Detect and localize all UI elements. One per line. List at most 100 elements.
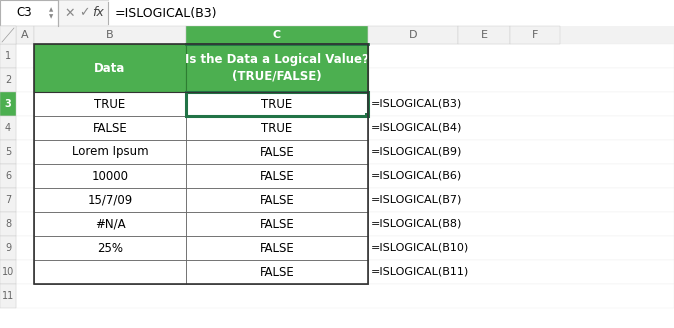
Text: =ISLOGICAL(B3): =ISLOGICAL(B3) [115,7,218,19]
Bar [34,92,186,116]
Text: =ISLOGICAL(B6): =ISLOGICAL(B6) [371,171,462,181]
Bar [186,212,368,236]
Text: ▲: ▲ [49,7,53,12]
Text: =ISLOGICAL(B4): =ISLOGICAL(B4) [371,123,462,133]
Text: =ISLOGICAL(B3): =ISLOGICAL(B3) [371,99,462,109]
Bar [0,0,674,26]
Bar [16,164,674,188]
Text: 3: 3 [5,99,11,109]
Bar [0,26,16,44]
Bar [109,0,674,26]
Bar [16,44,674,68]
Text: fx: fx [92,7,104,19]
Text: F: F [532,30,538,40]
Text: 1: 1 [5,51,11,61]
Text: FALSE: FALSE [92,121,127,134]
Bar [0,260,16,284]
Text: 7: 7 [5,195,11,205]
Bar [34,236,186,260]
Bar [16,68,674,92]
Text: B: B [106,30,114,40]
Text: 6: 6 [5,171,11,181]
Text: =ISLOGICAL(B11): =ISLOGICAL(B11) [371,267,469,277]
Bar [0,0,58,26]
Text: FALSE: FALSE [259,217,295,231]
Bar [34,260,186,284]
Bar [0,44,16,68]
Text: =ISLOGICAL(B9): =ISLOGICAL(B9) [371,147,462,157]
Bar [0,116,16,140]
Bar [0,26,16,44]
Text: TRUE: TRUE [262,121,293,134]
Text: D: D [408,30,417,40]
Text: FALSE: FALSE [259,170,295,182]
Bar [186,260,368,284]
Bar [16,92,674,116]
Bar [34,44,368,284]
Bar [458,26,510,44]
Bar [510,26,560,44]
Text: ✕: ✕ [65,7,75,19]
Bar [0,236,16,260]
Text: 11: 11 [2,291,14,301]
Bar [16,26,34,44]
Text: =ISLOGICAL(B10): =ISLOGICAL(B10) [371,243,469,253]
Text: ✓: ✓ [79,7,89,19]
Text: 2: 2 [5,75,11,85]
Text: E: E [481,30,487,40]
Bar [186,92,368,116]
Text: Data: Data [94,62,125,74]
Text: Lorem Ipsum: Lorem Ipsum [71,146,148,158]
Bar [34,116,186,140]
Text: =ISLOGICAL(B8): =ISLOGICAL(B8) [371,219,462,229]
Text: 4: 4 [5,123,11,133]
Text: 10000: 10000 [92,170,129,182]
Bar [186,188,368,212]
Text: 5: 5 [5,147,11,157]
Text: Is the Data a Logical Value?
(TRUE/FALSE): Is the Data a Logical Value? (TRUE/FALSE… [185,53,369,83]
Text: #N/A: #N/A [94,217,125,231]
Text: C: C [273,30,281,40]
Bar [0,92,16,116]
Bar [0,68,16,92]
Bar [365,113,369,117]
Text: ▼: ▼ [49,14,53,19]
Bar [34,26,186,44]
Text: A: A [21,30,29,40]
Bar [0,212,16,236]
Text: FALSE: FALSE [259,241,295,255]
Bar [186,26,368,44]
Bar [186,92,368,116]
Text: =ISLOGICAL(B7): =ISLOGICAL(B7) [371,195,462,205]
Text: 25%: 25% [97,241,123,255]
Bar [186,116,368,140]
Text: 8: 8 [5,219,11,229]
Bar [34,188,186,212]
Text: TRUE: TRUE [94,97,125,111]
Bar [186,44,368,92]
Text: FALSE: FALSE [259,265,295,278]
Bar [368,26,458,44]
Bar [0,164,16,188]
Text: TRUE: TRUE [262,97,293,111]
Bar [16,188,674,212]
Bar [16,212,674,236]
Bar [16,140,674,164]
Bar [0,284,16,308]
Bar [16,236,674,260]
Bar [186,140,368,164]
Text: C3: C3 [17,7,32,19]
Text: 10: 10 [2,267,14,277]
Text: 9: 9 [5,243,11,253]
Text: FALSE: FALSE [259,146,295,158]
Bar [0,188,16,212]
Bar [0,140,16,164]
Bar [34,164,186,188]
Bar [34,44,186,92]
Bar [34,212,186,236]
Bar [16,284,674,308]
Bar [16,116,674,140]
Bar [16,260,674,284]
Text: 15/7/09: 15/7/09 [88,194,133,207]
Bar [186,236,368,260]
